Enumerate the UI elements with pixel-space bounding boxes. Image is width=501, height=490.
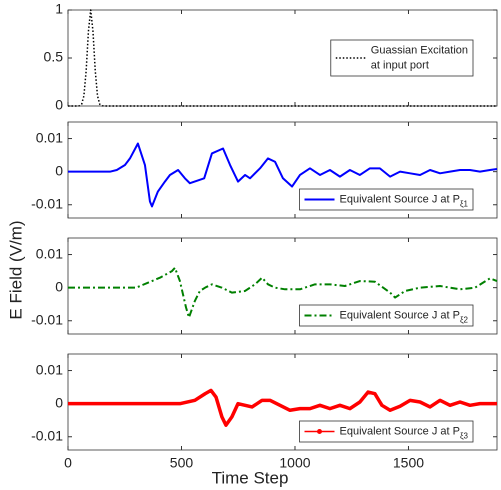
y-tick-label: -0.01 xyxy=(31,427,63,443)
legend-label: Guassian Excitation xyxy=(371,44,468,56)
legend-label: Equivalent Source J at Pξ3 xyxy=(340,425,469,440)
legend-subscript: ξ2 xyxy=(460,315,469,324)
x-tick-label: 500 xyxy=(170,455,194,471)
legend-subscript: ξ3 xyxy=(460,431,469,440)
legend: Guassian Excitation at input port xyxy=(330,39,474,77)
legend-label: Equivalent Source J at Pξ2 xyxy=(340,309,469,324)
y-tick-label: 0.01 xyxy=(36,129,63,145)
x-axis-label: Time Step xyxy=(212,468,289,487)
y-tick-label: 0.01 xyxy=(36,245,63,261)
legend-box xyxy=(299,304,474,327)
data-line xyxy=(68,9,497,107)
data-line xyxy=(68,266,498,319)
x-tick-label: 1000 xyxy=(279,455,310,471)
y-tick-label: 0.01 xyxy=(36,361,63,377)
y-tick-label: 0 xyxy=(55,278,63,294)
data-line xyxy=(68,388,497,427)
y-tick-label: -0.01 xyxy=(31,195,63,211)
y-tick-label: 0 xyxy=(55,162,63,178)
y-tick-label: 1 xyxy=(55,1,63,17)
legend-subscript: ξ1 xyxy=(460,199,469,208)
y-axis-label: E Field (V/m) xyxy=(6,220,25,319)
legend: Equivalent Source J at Pξ3 xyxy=(299,420,474,443)
y-tick-label: 0.5 xyxy=(44,49,64,65)
x-tick-label: 0 xyxy=(64,455,72,471)
data-line xyxy=(68,142,498,208)
legend-label: Equivalent Source J at Pξ1 xyxy=(340,193,469,208)
legend-box xyxy=(299,188,474,211)
legend-label: at input port xyxy=(371,59,429,71)
y-tick-label: 0 xyxy=(55,394,63,410)
legend: Equivalent Source J at Pξ2 xyxy=(299,304,474,327)
legend-box xyxy=(299,420,474,443)
legend-marker xyxy=(317,429,322,434)
x-tick-label: 1500 xyxy=(393,455,424,471)
legend: Equivalent Source J at Pξ1 xyxy=(299,188,474,211)
y-tick-label: -0.01 xyxy=(31,311,63,327)
y-tick-label: 0 xyxy=(55,97,63,113)
